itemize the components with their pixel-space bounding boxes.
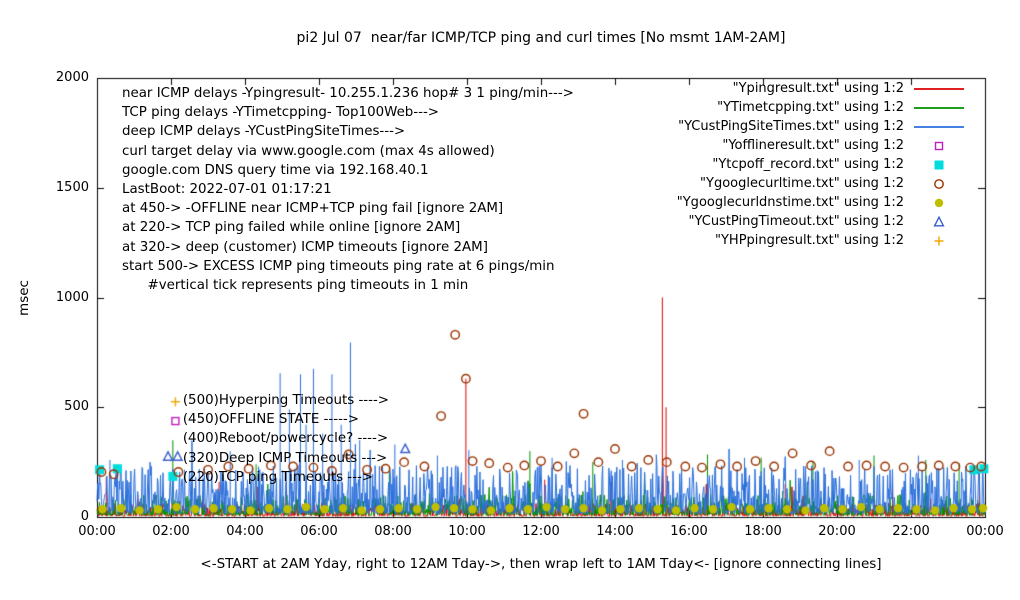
x-tick-label: 00:00 xyxy=(966,524,1004,539)
legend-marker-line xyxy=(914,125,964,128)
x-tick-label: 10:00 xyxy=(448,524,486,539)
info-line: at 450-> -OFFLINE near ICMP+TCP ping fai… xyxy=(122,201,504,217)
legend-marker-circle-filled xyxy=(934,198,944,207)
x-tick-label: 20:00 xyxy=(818,524,856,539)
info-line: deep ICMP delays -YCustPingSiteTimes---> xyxy=(122,124,406,140)
plot-annotation: (500)Hyperping Timeouts ----> xyxy=(182,392,390,408)
legend-label: "Ygooglecurltime.txt" using 1:2 xyxy=(700,176,904,191)
x-tick-label: 00:00 xyxy=(78,524,116,539)
plot-annotation: (220)TCP ping Timeouts ---> xyxy=(182,470,374,486)
legend-marker-plus xyxy=(934,236,944,245)
legend-label: "YTimetcpping.txt" using 1:2 xyxy=(717,100,904,115)
y-tick-label: 0 xyxy=(80,509,89,524)
plot-annotation: (450)OFFLINE STATE -----> xyxy=(182,412,359,428)
legend-marker-line xyxy=(914,106,964,109)
info-line: google.com DNS query time via 192.168.40… xyxy=(122,162,429,178)
info-line: #vertical tick represents ping timeouts … xyxy=(122,278,469,294)
info-text-block: near ICMP delays -Ypingresult- 10.255.1.… xyxy=(122,84,574,295)
x-tick-label: 12:00 xyxy=(522,524,560,539)
info-line: LastBoot: 2022-07-01 01:17:21 xyxy=(122,182,332,198)
legend-label: "Ytcpoff_record.txt" using 1:2 xyxy=(712,157,904,172)
x-tick-label: 14:00 xyxy=(596,524,634,539)
legend-label: "Ypingresult.txt" using 1:2 xyxy=(732,81,904,96)
x-tick-label: 06:00 xyxy=(300,524,338,539)
info-line: curl target delay via www.google.com (ma… xyxy=(122,143,495,159)
legend-label: "YCustPingTimeout.txt" using 1:2 xyxy=(688,214,904,229)
info-line: at 220-> TCP ping failed while online [i… xyxy=(122,220,461,236)
legend-row-Ypingresult: "Ypingresult.txt" using 1:2 xyxy=(677,79,968,98)
legend-label: "YHPpingresult.txt" using 1:2 xyxy=(715,233,904,248)
x-tick-label: 08:00 xyxy=(374,524,412,539)
chart-title: pi2 Jul 07 near/far ICMP/TCP ping and cu… xyxy=(296,30,786,46)
legend-marker-circle-open xyxy=(934,178,944,189)
legend-row-YCustPingSiteTimes: "YCustPingSiteTimes.txt" using 1:2 xyxy=(677,117,968,136)
legend-row-Ygooglecurltime: "Ygooglecurltime.txt" using 1:2 xyxy=(677,174,968,193)
x-tick-label: 22:00 xyxy=(892,524,930,539)
y-tick-label: 500 xyxy=(64,399,89,415)
plot-annotation: (320)Deep ICMP Timeouts ---> xyxy=(182,450,388,466)
legend-marker-line xyxy=(914,87,964,90)
legend-row-Ytcpoff_record: "Ytcpoff_record.txt" using 1:2 xyxy=(677,155,968,174)
x-tick-label: 18:00 xyxy=(744,524,782,539)
info-line: start 500-> EXCESS ICMP ping timeouts pi… xyxy=(122,258,555,274)
x-tick-label: 16:00 xyxy=(670,524,708,539)
y-tick-label: 1500 xyxy=(55,179,89,195)
legend-row-Ygooglecurldnstime: "Ygooglecurldnstime.txt" using 1:2 xyxy=(677,193,968,212)
y-tick-label: 2000 xyxy=(55,70,89,85)
legend-row-Yofflineresult: "Yofflineresult.txt" using 1:2 xyxy=(677,136,968,155)
legend: "Ypingresult.txt" using 1:2 "YTimetcpping… xyxy=(677,79,968,250)
x-tick-label: 02:00 xyxy=(152,524,190,539)
x-tick-label: 04:00 xyxy=(226,524,264,539)
legend-label: "Ygooglecurldnstime.txt" using 1:2 xyxy=(676,195,904,210)
legend-row-YHPpingresult: "YHPpingresult.txt" using 1:2 xyxy=(677,231,968,250)
legend-label: "Yofflineresult.txt" using 1:2 xyxy=(722,138,904,153)
x-axis-label: <-START at 2AM Yday, right to 12AM Tday-… xyxy=(200,556,882,572)
legend-label: "YCustPingSiteTimes.txt" using 1:2 xyxy=(678,119,904,134)
legend-marker-square-open xyxy=(934,141,944,150)
legend-row-YTimetcpping: "YTimetcpping.txt" using 1:2 xyxy=(677,98,968,117)
info-line: at 320-> deep (customer) ICMP timeouts [… xyxy=(122,239,488,255)
legend-marker-square-filled xyxy=(934,160,944,169)
plot-annotation: (400)Reboot/powercycle? ----> xyxy=(182,431,389,447)
legend-row-YCustPingTimeout: "YCustPingTimeout.txt" using 1:2 xyxy=(677,212,968,231)
info-line: TCP ping delays -YTimetcpping- Top100Web… xyxy=(122,105,440,121)
legend-marker-triangle-open xyxy=(933,215,945,226)
info-line: near ICMP delays -Ypingresult- 10.255.1.… xyxy=(122,86,574,101)
y-tick-label: 1000 xyxy=(55,289,89,305)
